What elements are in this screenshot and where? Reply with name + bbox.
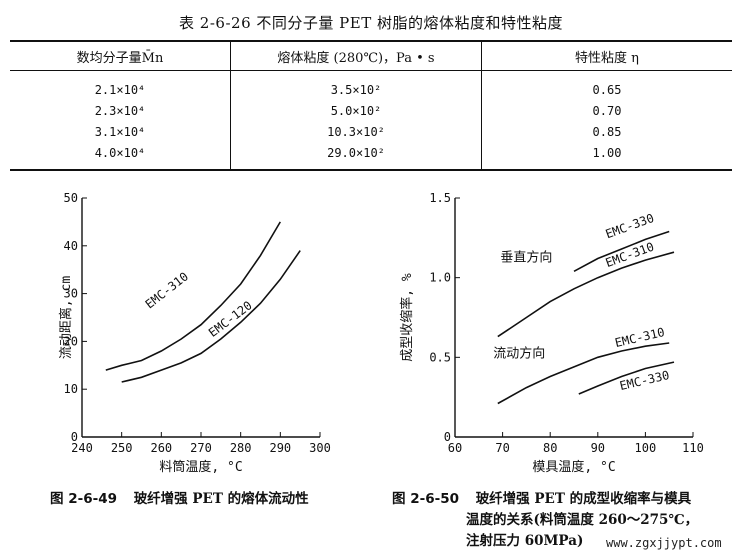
y-tick-label: 20 bbox=[64, 334, 78, 348]
watermark: www.zgxjjypt.com bbox=[606, 536, 722, 550]
figure-number: 图 2-6-50 bbox=[392, 491, 459, 507]
y-axis-label: 流动距离, cm bbox=[58, 276, 74, 359]
figure-caption-text: 温度的关系(料筒温度 260～275℃， bbox=[466, 512, 699, 528]
table-cell: 0.65 bbox=[592, 82, 622, 97]
x-tick-label: 70 bbox=[495, 441, 509, 455]
y-tick-label: 40 bbox=[64, 239, 78, 253]
figure-number: 图 2-6-49 bbox=[50, 491, 117, 507]
table-title: 表 2-6-26 不同分子量 PET 树脂的熔体粘度和特性粘度 bbox=[179, 14, 563, 32]
x-tick-label: 300 bbox=[309, 441, 331, 455]
table-cell: 5.0×10² bbox=[230, 100, 482, 121]
table-cell: 3.5×10² bbox=[230, 70, 482, 100]
y-axis-label: 成型收缩率, % bbox=[399, 273, 415, 362]
annotation-label: 垂直方向 bbox=[500, 250, 552, 266]
x-tick-label: 80 bbox=[543, 441, 557, 455]
y-tick-label: 1.0 bbox=[429, 271, 451, 285]
y-tick-label: 10 bbox=[64, 382, 78, 396]
y-tick-label: 0.5 bbox=[429, 350, 451, 364]
header-intrinsic-viscosity: 特性粘度 η bbox=[481, 40, 732, 71]
series-line bbox=[578, 361, 675, 395]
x-axis-label: 模具温度, °C bbox=[532, 459, 615, 475]
x-tick-label: 60 bbox=[448, 441, 462, 455]
x-tick-label: 250 bbox=[111, 441, 133, 455]
y-tick-label: 0 bbox=[71, 430, 78, 444]
series-label: EMC-330 bbox=[604, 211, 656, 241]
table-cell: 3.1×10⁴ bbox=[94, 124, 146, 139]
x-tick-label: 110 bbox=[682, 441, 704, 455]
x-tick-label: 270 bbox=[190, 441, 212, 455]
flow-distance-chart: 240 250 260 270 280 290 300 0 10 20 30 40 50 料筒温度, °C… bbox=[58, 191, 331, 475]
table-row: 2.3×10⁴ 5.0×10² 0.70 bbox=[10, 100, 732, 121]
table-row: 2.1×10⁴ 3.5×10² 0.65 bbox=[10, 70, 732, 100]
x-tick-label: 100 bbox=[635, 441, 657, 455]
annotation-label: 流动方向 bbox=[493, 345, 545, 361]
table-row: 4.0×10⁴ 29.0×10² 1.00 bbox=[10, 142, 732, 171]
y-tick-label: 0 bbox=[444, 430, 451, 444]
series-line bbox=[121, 250, 301, 383]
series-label: EMC-310 bbox=[614, 325, 666, 350]
table-cell: 29.0×10² bbox=[230, 142, 482, 171]
right-figure-caption: 图 2-6-50 玻纤增强 PET 的成型收缩率与模具 温度的关系(料筒温度 2… bbox=[392, 489, 698, 552]
header-molecular-weight: 数均分子量M̄n bbox=[10, 40, 231, 71]
table-cell: 1.00 bbox=[481, 142, 732, 171]
x-tick-label: 90 bbox=[591, 441, 605, 455]
header-melt-viscosity: 熔体粘度 (280℃)，Pa • s bbox=[230, 40, 482, 71]
series-label: EMC-120 bbox=[206, 298, 255, 340]
y-tick-label: 1.5 bbox=[429, 191, 451, 205]
table-row: 3.1×10⁴ 10.3×10² 0.85 bbox=[10, 121, 732, 142]
x-axis-label: 料筒温度, °C bbox=[159, 459, 242, 475]
series-line bbox=[497, 342, 670, 405]
y-tick-label: 30 bbox=[64, 287, 78, 301]
figure-caption-text: 玻纤增强 PET 的熔体流动性 bbox=[133, 491, 309, 507]
series-label: EMC-330 bbox=[618, 368, 670, 393]
series-line bbox=[497, 251, 675, 338]
table-header-row: 数均分子量M̄n 熔体粘度 (280℃)，Pa • s 特性粘度 η bbox=[10, 40, 732, 71]
left-figure-caption: 图 2-6-49 玻纤增强 PET 的熔体流动性 bbox=[50, 489, 309, 510]
table-cell: 0.85 bbox=[592, 124, 622, 139]
figure-caption-text: 注射压力 60MPa) bbox=[466, 533, 584, 549]
shrinkage-chart: 60 70 80 90 100 110 0 0.5 1.0 1.5 模具温度, °C 成型收缩率, %… bbox=[399, 191, 704, 475]
table-cell: 10.3×10² bbox=[230, 121, 482, 142]
series-line bbox=[573, 230, 670, 273]
figure-caption-text: 玻纤增强 PET 的成型收缩率与模具 bbox=[475, 491, 692, 507]
table-cell: 4.0×10⁴ bbox=[10, 142, 231, 171]
x-tick-label: 260 bbox=[150, 441, 172, 455]
y-tick-label: 50 bbox=[64, 191, 78, 205]
series-line bbox=[105, 221, 281, 371]
x-tick-label: 290 bbox=[269, 441, 291, 455]
series-label: EMC-310 bbox=[143, 269, 191, 311]
table-cell: 2.1×10⁴ bbox=[94, 82, 146, 97]
x-tick-label: 240 bbox=[71, 441, 93, 455]
table-cell: 2.3×10⁴ bbox=[94, 103, 146, 118]
viscosity-table: 数均分子量M̄n 熔体粘度 (280℃)，Pa • s 特性粘度 η 2.1×1… bbox=[10, 40, 732, 171]
x-tick-label: 280 bbox=[230, 441, 252, 455]
table-cell: 0.70 bbox=[592, 103, 622, 118]
